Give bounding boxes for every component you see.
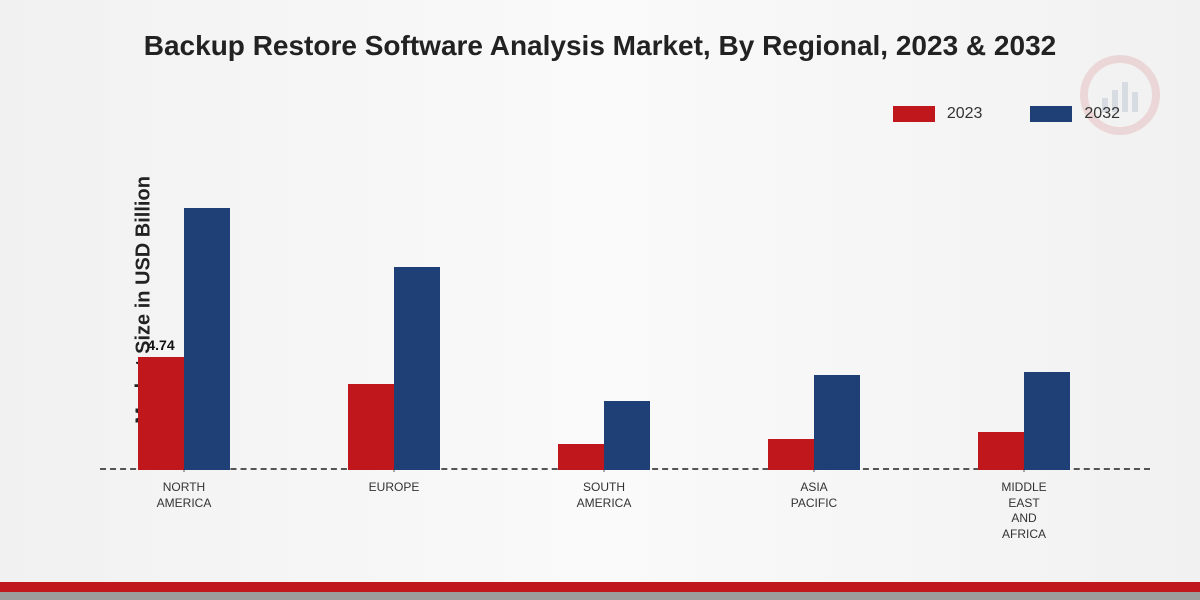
legend-label-2032: 2032 — [1084, 105, 1120, 123]
value-label-north-america: 4.74 — [147, 337, 174, 353]
footer-grey-stripe — [0, 592, 1200, 600]
footer-red-stripe — [0, 582, 1200, 592]
bar-group-south-america — [558, 401, 650, 470]
bar-2032-north-america — [184, 208, 230, 470]
bar-group-europe — [348, 267, 440, 470]
bar-2023-north-america — [138, 357, 184, 470]
legend-swatch-2032 — [1030, 106, 1072, 122]
x-label-south-america: SOUTH AMERICA — [577, 480, 632, 511]
legend-item-2032: 2032 — [1030, 105, 1120, 123]
bar-2023-asia-pacific — [768, 439, 814, 470]
bar-2023-mea — [978, 432, 1024, 470]
legend-swatch-2023 — [893, 106, 935, 122]
x-label-europe: EUROPE — [369, 480, 420, 496]
plot-area: 4.74 — [100, 160, 1150, 470]
chart-title: Backup Restore Software Analysis Market,… — [0, 30, 1200, 62]
bar-2032-europe — [394, 267, 440, 470]
bar-2032-south-america — [604, 401, 650, 470]
bar-2023-south-america — [558, 444, 604, 470]
bar-2023-europe — [348, 384, 394, 470]
legend-item-2023: 2023 — [893, 105, 983, 123]
watermark-logo — [1080, 55, 1160, 135]
x-label-mea: MIDDLE EAST AND AFRICA — [1001, 480, 1046, 542]
legend: 2023 2032 — [893, 105, 1120, 123]
watermark-ring — [1080, 55, 1160, 135]
x-label-north-america: NORTH AMERICA — [157, 480, 212, 511]
x-axis-labels: NORTH AMERICA EUROPE SOUTH AMERICA ASIA PAC… — [100, 480, 1150, 550]
x-label-asia-pacific: ASIA PACIFIC — [791, 480, 837, 511]
footer-bar — [0, 582, 1200, 600]
legend-label-2023: 2023 — [947, 105, 983, 123]
bar-2032-mea — [1024, 372, 1070, 470]
bar-2032-asia-pacific — [814, 375, 860, 470]
bar-group-asia-pacific — [768, 375, 860, 470]
bar-group-mea — [978, 372, 1070, 470]
